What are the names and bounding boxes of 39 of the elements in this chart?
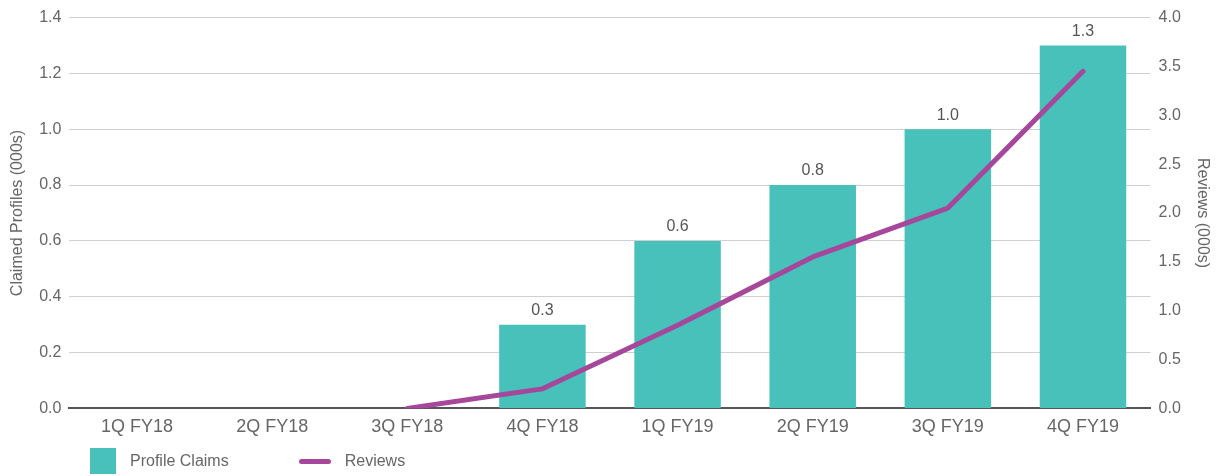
legend-label: Profile Claims	[130, 452, 229, 470]
bar	[634, 240, 721, 408]
x-tick-label: 2Q FY18	[236, 416, 309, 437]
y2-tick-label: 2.0	[1158, 203, 1181, 221]
y-tick-label: 0.4	[39, 287, 62, 305]
y-tick-label: 0.2	[39, 342, 62, 360]
data-label: 1.3	[1071, 21, 1095, 39]
x-tick-label: 4Q FY19	[1046, 416, 1120, 437]
y-tick-label: 1.2	[39, 63, 62, 81]
y-tick-label: 0.0	[39, 398, 62, 416]
y2-tick-label: 3.0	[1158, 105, 1181, 123]
x-tick-label: 2Q FY19	[776, 416, 849, 437]
y-axis-title: Claimed Profiles (000s)	[8, 129, 26, 297]
bar	[1039, 45, 1127, 408]
bar	[499, 324, 586, 408]
bar	[769, 185, 856, 408]
y2-axis-title: Reviews (000s)	[1194, 157, 1212, 269]
y2-tick-label: 2.5	[1158, 154, 1181, 172]
y-tick-label: 1.4	[39, 8, 62, 26]
y2-tick-label: 3.5	[1158, 56, 1181, 74]
legend-label: Reviews	[344, 452, 406, 470]
data-label: 0.8	[801, 161, 824, 179]
x-tick-label: 3Q FY19	[911, 416, 984, 437]
y2-tick-label: 4.0	[1158, 8, 1181, 26]
x-tick-label: 1Q FY18	[100, 416, 174, 437]
x-tick-label: 4Q FY18	[506, 416, 579, 437]
data-label: 0.6	[666, 217, 689, 235]
bar	[904, 129, 992, 408]
data-label: 1.0	[936, 105, 960, 123]
y2-tick-label: 1.0	[1158, 301, 1181, 319]
y2-tick-label: 1.5	[1158, 252, 1181, 270]
y2-tick-label: 0.0	[1158, 398, 1181, 416]
y-tick-label: 1.0	[39, 119, 62, 137]
y-tick-label: 0.6	[39, 231, 62, 249]
y2-tick-label: 0.5	[1158, 349, 1181, 367]
y-tick-label: 0.8	[39, 175, 62, 193]
data-label: 0.3	[531, 301, 554, 319]
x-tick-label: 1Q FY19	[641, 416, 714, 437]
x-tick-label: 3Q FY18	[371, 416, 444, 437]
